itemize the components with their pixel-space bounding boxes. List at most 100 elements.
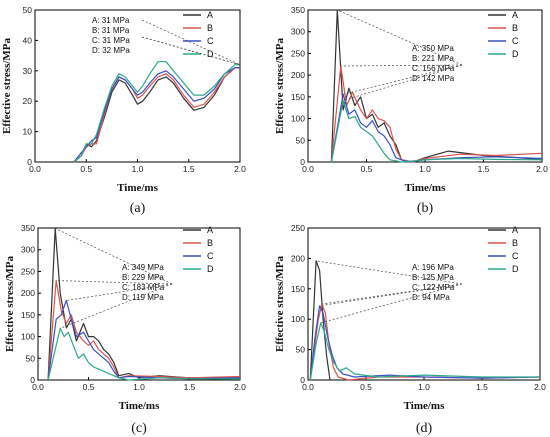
y-axis-label: Effective stress/MPa xyxy=(4,255,16,352)
y-tick-label: 100 xyxy=(21,332,35,342)
y-tick-label: 10 xyxy=(23,127,33,137)
y-tick-label: 100 xyxy=(291,314,305,324)
x-tick-label: 0.0 xyxy=(29,164,41,174)
annotation-leader xyxy=(337,9,463,66)
annotation-text: D: 142 MPa xyxy=(412,74,455,83)
x-axis-label: Time/ms xyxy=(119,400,160,412)
x-tick-label: 0.0 xyxy=(302,164,314,174)
x-tick-label: 1.0 xyxy=(419,164,431,174)
x-tick-label: 1.5 xyxy=(184,382,196,392)
y-tick-label: 0 xyxy=(27,157,32,167)
y-tick-label: 150 xyxy=(291,284,305,294)
chart-panel-4: 0 50 100 150 200 250 0.0 0.5 1.0 1.5 2.0 Time/ms Eff… xyxy=(274,223,546,436)
y-tick-label: 200 xyxy=(291,253,305,263)
y-tick-label: 50 xyxy=(26,353,36,363)
annotation-text: D: 94 MPa xyxy=(412,293,450,302)
y-tick-label: 250 xyxy=(291,48,305,58)
y-tick-label: 200 xyxy=(21,288,35,298)
panel-label: (c) xyxy=(131,421,147,436)
y-tick-label: 250 xyxy=(291,223,305,233)
legend-label-a: A xyxy=(512,225,518,235)
legend-label-c: C xyxy=(207,36,214,46)
legend-label-c: C xyxy=(512,36,519,46)
x-tick-label: 0.0 xyxy=(32,382,44,392)
x-tick-label: 0.0 xyxy=(302,382,314,392)
annotation-text: B: 125 MPa xyxy=(412,273,454,282)
annotation-leader xyxy=(320,283,463,324)
x-tick-label: 0.5 xyxy=(83,382,95,392)
legend-label-a: A xyxy=(207,225,213,235)
x-tick-label: 1.0 xyxy=(418,382,430,392)
series-line-a xyxy=(309,260,540,381)
x-tick-label: 2.0 xyxy=(536,164,548,174)
annotation-leader xyxy=(343,64,463,95)
y-tick-label: 350 xyxy=(21,223,35,233)
x-tick-label: 1.5 xyxy=(183,164,195,174)
series-line-c xyxy=(47,299,241,381)
annotation-text: C: 122 MPa xyxy=(412,283,455,292)
y-tick-label: 250 xyxy=(21,266,35,276)
panel-label: (a) xyxy=(130,201,146,216)
series-line-b xyxy=(47,279,241,381)
series-line-d xyxy=(73,61,240,163)
series-line-b xyxy=(73,67,240,163)
legend-label-d: D xyxy=(512,49,519,59)
chart-panel-2: 0 50 100 150 200 250 300 350 0.0 0.5 1.0 1.5 2.0 Time… xyxy=(274,5,548,216)
annotation-text: A: 350 MPa xyxy=(412,44,454,53)
annotation-text: B: 229 MPa xyxy=(122,273,164,282)
y-tick-label: 150 xyxy=(291,92,305,102)
series-line-d xyxy=(309,322,540,381)
annotation-text: B: 221 MPa xyxy=(412,54,454,63)
x-tick-label: 2.0 xyxy=(234,164,246,174)
y-tick-label: 350 xyxy=(291,5,305,15)
x-tick-label: 2.0 xyxy=(534,382,546,392)
legend-label-b: B xyxy=(512,23,518,33)
annotation-leader xyxy=(321,283,463,305)
y-tick-label: 30 xyxy=(23,66,33,76)
annotation-text: D: 32 MPa xyxy=(92,46,130,55)
y-tick-label: 200 xyxy=(291,70,305,80)
annotation-leader xyxy=(340,64,463,67)
series-line-a xyxy=(330,9,543,163)
legend-label-d: D xyxy=(512,264,519,274)
x-tick-label: 0.5 xyxy=(80,164,92,174)
annotation-text: A: 31 MPa xyxy=(92,16,130,25)
x-axis-label: Time/ms xyxy=(405,182,446,194)
annotation-leader xyxy=(319,283,463,307)
y-tick-label: 50 xyxy=(296,345,306,355)
annotation-text: C: 31 MPa xyxy=(92,36,130,45)
x-tick-label: 1.5 xyxy=(478,164,490,174)
y-tick-label: 50 xyxy=(23,5,33,15)
y-tick-label: 0 xyxy=(300,375,305,385)
annotation-leader xyxy=(316,260,463,285)
annotation-text: A: 349 MPa xyxy=(122,263,164,272)
annotation-text: D: 119 MPa xyxy=(122,293,164,302)
legend-label-b: B xyxy=(207,238,213,248)
annotation-leader xyxy=(60,283,173,329)
panel-label: (d) xyxy=(416,421,433,436)
x-tick-label: 0.5 xyxy=(360,382,372,392)
legend-label-c: C xyxy=(512,251,519,261)
x-tick-label: 1.5 xyxy=(476,382,488,392)
legend-label-c: C xyxy=(207,251,214,261)
y-tick-label: 0 xyxy=(300,157,305,167)
y-axis-label: Effective stress/MPa xyxy=(1,37,13,134)
y-tick-label: 40 xyxy=(23,35,33,45)
legend-label-a: A xyxy=(512,10,518,20)
annotation-leader xyxy=(66,283,173,301)
series-line-d xyxy=(330,99,543,163)
annotation-leader xyxy=(343,64,463,101)
chart-panel-1: 0 10 20 30 40 50 0.0 0.5 1.0 1.5 2.0 Time/ms Effecti… xyxy=(1,5,246,216)
annotation-leader xyxy=(55,228,173,285)
y-tick-label: 300 xyxy=(291,27,305,37)
y-tick-label: 20 xyxy=(23,96,33,106)
y-tick-label: 300 xyxy=(21,245,35,255)
chart-panel-3: 0 50 100 150 200 250 300 350 0.0 0.5 1.0 1.5 2.0 Time… xyxy=(4,223,246,436)
x-axis-label: Time/ms xyxy=(404,400,445,412)
y-tick-label: 150 xyxy=(21,310,35,320)
legend-label-a: A xyxy=(207,10,213,20)
x-axis-label: Time/ms xyxy=(117,182,158,194)
annotation-leader xyxy=(141,36,241,66)
x-tick-label: 1.0 xyxy=(132,164,144,174)
